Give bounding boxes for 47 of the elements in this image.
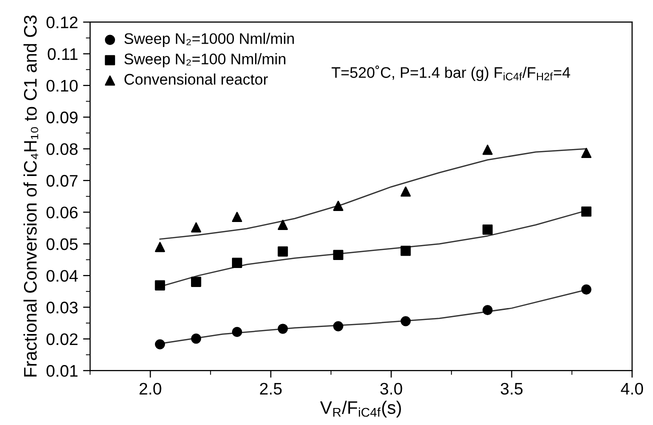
x-tick-label: 4.0 [620,382,644,395]
y-tick-label: 0.12 [46,16,78,28]
point [482,305,493,316]
point [154,242,166,252]
y-tick-label: 0.01 [46,365,78,377]
y-tick-label: 0.09 [46,112,78,124]
point [400,316,411,326]
y-tick-label: 0.03 [46,302,78,314]
legend-label: Convensional reactor [124,74,268,85]
y-tick-label: 0.11 [48,48,78,60]
y-tick-label: 0.10 [46,80,78,92]
y-tick-label: 0.04 [46,270,78,282]
y-axis-title: Fractional Conversion of iC₄H₁₀ to C1 and C3 [23,16,38,376]
point [278,220,288,230]
annotation: T=520˚C, P=1.4 bar (g) F$_{iC4f}$/F$_{H2f}$=4 [332,65,570,81]
point [581,148,592,158]
point [333,321,344,332]
point [191,222,202,232]
point [232,326,242,338]
point [232,212,242,222]
point [154,280,166,290]
point [154,339,166,350]
legend-label: Sweep N₂=1000 Nml/min [124,32,294,48]
y-tick-label: 0.06 [46,206,78,218]
point [333,200,344,211]
point [232,258,242,268]
point [278,324,288,334]
point [581,284,592,295]
point [333,250,344,260]
point [581,206,592,217]
point [482,144,493,155]
point [482,224,493,235]
point [400,246,411,256]
y-tick-label: 0.02 [46,333,78,346]
y-tick-label: 0.07 [46,174,78,187]
x-tick-label: 3.0 [380,382,402,395]
y-tick-label: 0.05 [46,238,78,250]
x-axis-title: V$_{R}$/F$_{iC4f}$(s) [320,400,401,418]
x-tick-label: 2.0 [140,382,162,395]
point [191,276,202,287]
y-tick-label: 0.08 [46,143,78,156]
x-tick-label: 2.5 [260,382,282,395]
point [400,186,411,197]
legend-label: Sweep N₂=100 Nml/min [124,53,286,68]
x-tick-label: 3.5 [500,382,523,395]
point [191,334,202,344]
point [278,246,288,257]
